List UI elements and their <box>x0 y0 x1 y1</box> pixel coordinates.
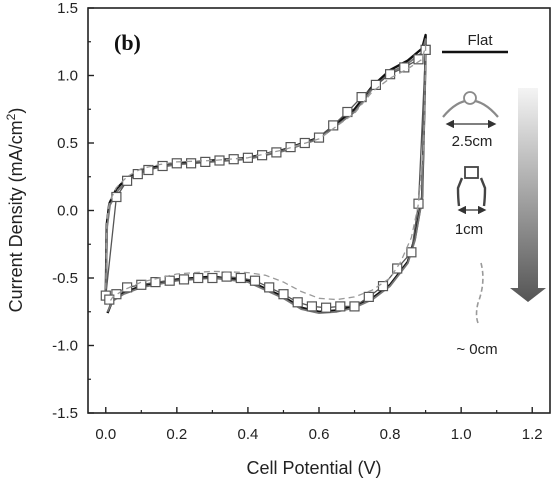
x-tick-label-6: 1.2 <box>522 426 543 443</box>
series-marker-2-19 <box>356 91 367 103</box>
y-tick-label-4: 0.5 <box>57 135 78 152</box>
legend-title-flat: Flat <box>467 32 493 49</box>
bend-label-1cm: 1cm <box>455 221 483 238</box>
series-marker-2-4 <box>143 164 154 176</box>
series-marker-2-29 <box>377 281 389 292</box>
series-line-3 <box>105 45 427 306</box>
series-marker-2-16 <box>313 132 325 143</box>
bent-2-5cm-icon <box>442 91 499 129</box>
legend: Flat 2.5cm 1cm ~ 0cm <box>442 32 546 358</box>
y-axis-label: Current Density (mA/cm2) <box>4 108 26 313</box>
series-marker-2-37 <box>264 282 275 293</box>
series-marker-2-41 <box>207 272 218 284</box>
series-marker-2-13 <box>271 147 282 158</box>
bent-1cm-icon <box>456 166 487 215</box>
series-marker-2-27 <box>406 247 417 258</box>
y-tick-label-1: -1.0 <box>52 338 78 355</box>
x-tick-label-4: 0.8 <box>380 426 401 443</box>
series-marker-2-33 <box>321 302 332 313</box>
series-marker-2-28 <box>392 263 403 274</box>
series-marker-2-30 <box>363 291 374 302</box>
x-axis-label: Cell Potential (V) <box>246 458 381 478</box>
x-tick-label-2: 0.4 <box>237 426 258 443</box>
y-axis-label-close: ) <box>6 108 26 114</box>
y-tick-label-6: 1.5 <box>57 0 78 17</box>
series-marker-2-45 <box>150 277 161 288</box>
bend-arrow-icon <box>510 88 546 302</box>
series-marker-2-6 <box>171 158 182 169</box>
series-marker-2-49 <box>104 294 115 305</box>
series-marker-2-44 <box>164 275 175 286</box>
series-marker-2-48 <box>111 289 122 300</box>
series-marker-2-18 <box>342 106 353 118</box>
series-marker-2-47 <box>121 282 133 293</box>
series-marker-2-32 <box>335 301 346 312</box>
x-tick-label-5: 1.0 <box>451 426 472 443</box>
series-marker-2-3 <box>132 169 143 180</box>
series-marker-2-31 <box>349 301 360 312</box>
series-marker-2-35 <box>292 297 303 308</box>
series-marker-2-23 <box>413 54 424 65</box>
x-tick-label-3: 0.6 <box>309 426 330 443</box>
y-tick-label-5: 1.0 <box>57 68 78 85</box>
series-marker-2-39 <box>235 272 246 284</box>
series-marker-2-46 <box>136 279 147 290</box>
bent-0cm-icon <box>475 262 484 324</box>
series-marker-2-8 <box>200 156 211 167</box>
series-marker-2-20 <box>370 79 381 91</box>
series-marker-2-43 <box>178 274 190 285</box>
series-marker-2-7 <box>186 158 197 169</box>
axis-ticks: 0.0 0.2 0.4 0.6 0.8 1.0 1.2 -1.5 -1.0 -0.5 0.0 0.5 1… <box>52 0 543 443</box>
series-marker-2-42 <box>193 272 204 284</box>
bend-label-2-5cm: 2.5cm <box>452 133 493 150</box>
series-marker-2-34 <box>306 301 317 312</box>
plot-layer <box>100 33 431 314</box>
y-axis-label-main: Current Density (mA/cm <box>6 120 26 312</box>
bend-label-0cm: ~ 0cm <box>456 341 497 358</box>
x-tick-label-1: 0.2 <box>166 426 187 443</box>
series-marker-2-40 <box>221 271 232 282</box>
y-tick-label-3: 0.0 <box>57 203 78 220</box>
series-marker-2-36 <box>278 289 289 300</box>
y-tick-label-0: -1.5 <box>52 405 78 422</box>
y-axis-label-superscript: 2 <box>4 113 18 120</box>
panel-label: (b) <box>114 30 141 55</box>
series-marker-2-5 <box>157 160 168 172</box>
series-marker-2-14 <box>285 142 296 153</box>
series-marker-2-17 <box>328 120 339 131</box>
series-marker-2-21 <box>385 69 396 80</box>
series-marker-2-38 <box>249 275 261 286</box>
x-tick-label-0: 0.0 <box>95 426 116 443</box>
y-tick-label-2: -0.5 <box>52 270 78 287</box>
